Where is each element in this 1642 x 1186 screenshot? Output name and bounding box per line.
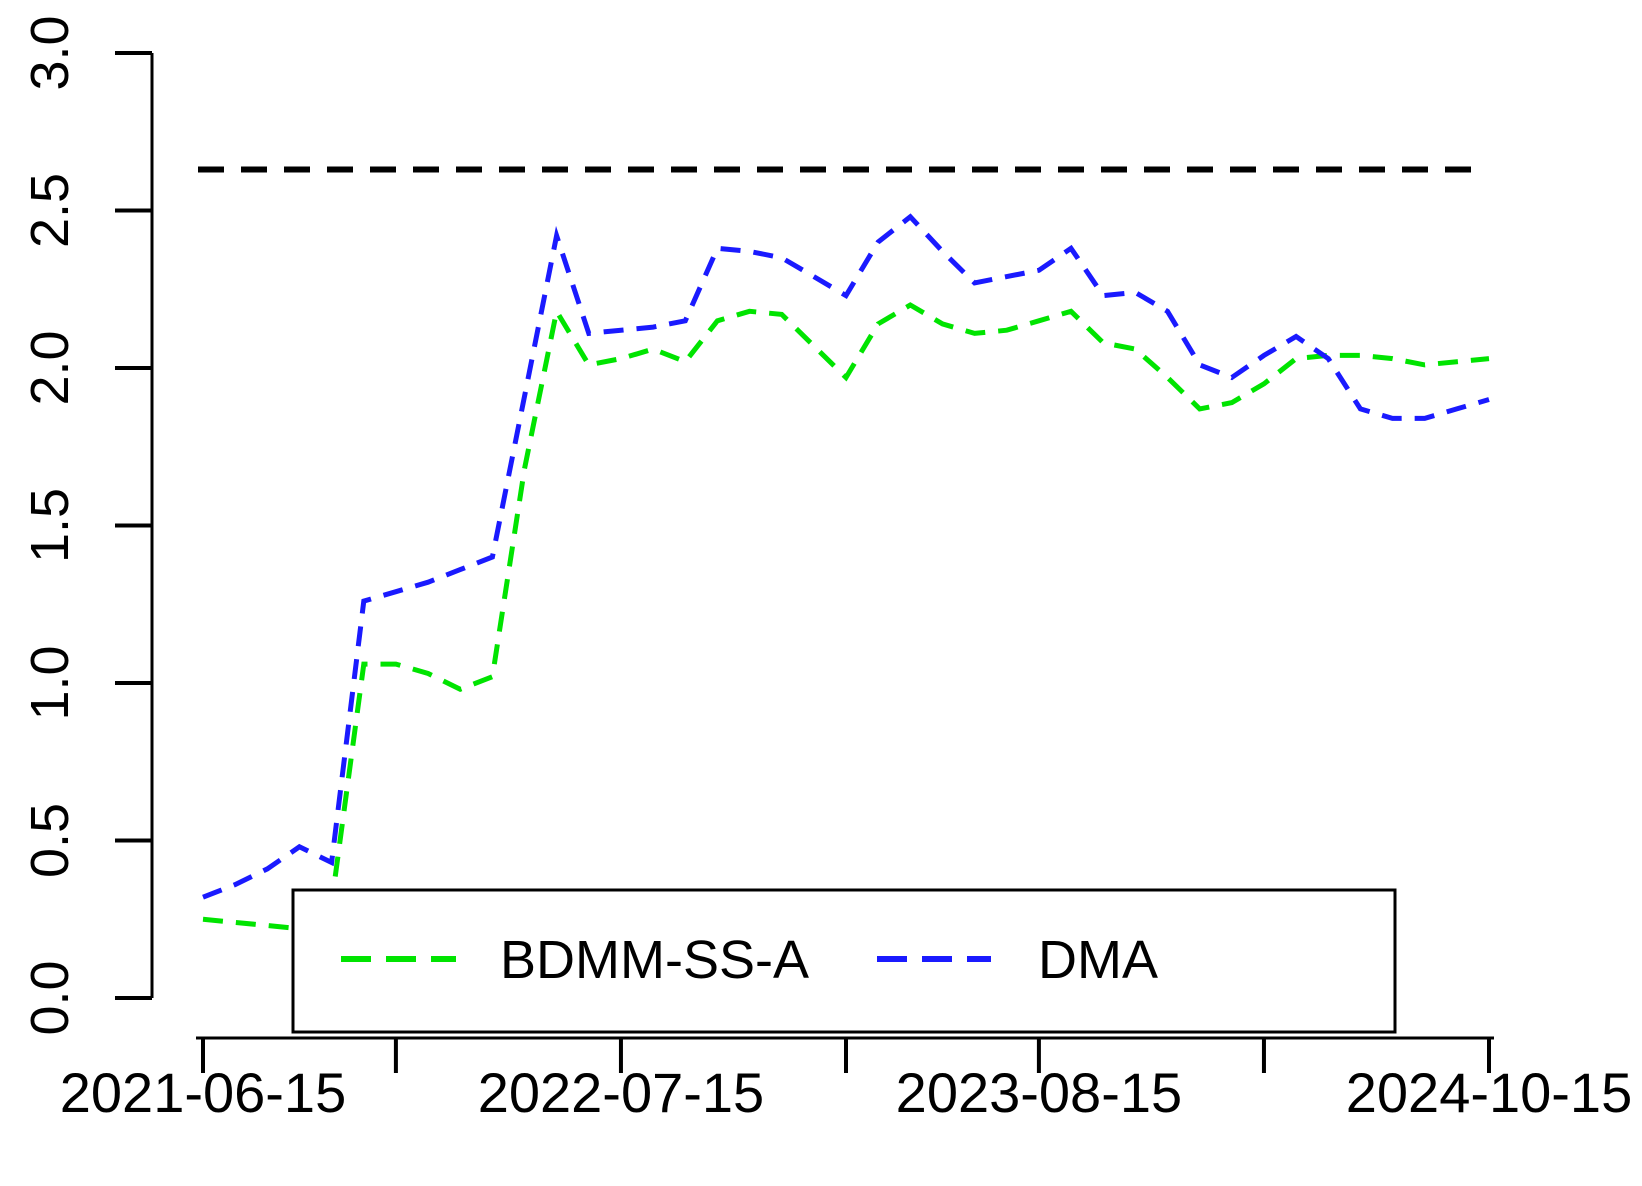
y-tick-label: 2.5 [20,173,80,248]
y-tick-label: 2.0 [20,330,80,405]
legend-label-dma: DMA [1038,930,1158,990]
series-bdmm-ss-a-line [202,302,1490,932]
legend-box [291,888,1397,1034]
series-dma-line [202,213,1490,900]
x-tick-label: 2022-07-15 [478,1061,764,1124]
x-tick-label: 2021-06-15 [60,1061,346,1124]
y-tick-label: 1.0 [20,645,80,720]
legend-label-bdmm-ss-a: BDMM-SS-A [500,930,809,990]
y-tick-label: 0.5 [20,803,80,878]
y-tick-label: 3.0 [20,15,80,90]
y-tick-label: 1.5 [20,488,80,563]
x-tick-label: 2023-08-15 [896,1061,1182,1124]
x-tick-label: 2024-10-15 [1346,1061,1632,1124]
y-tick-label: 0.0 [20,960,80,1035]
